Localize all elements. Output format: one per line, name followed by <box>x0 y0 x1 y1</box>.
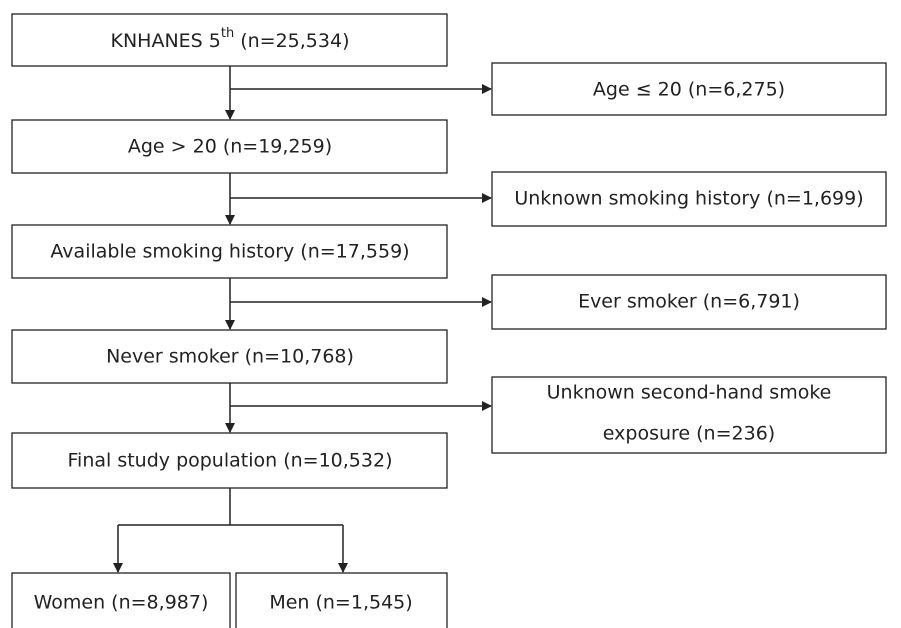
box-frame <box>11 432 448 489</box>
box-label: Women (n=8,987) <box>34 592 209 614</box>
box-frame <box>11 13 448 67</box>
box: Never smoker (n=10,768) <box>11 329 448 384</box>
box-frame <box>11 224 448 279</box>
box-label: Men (n=1,545) <box>269 592 412 614</box>
box: KNHANES 5th (n=25,534) <box>11 13 448 67</box>
box-label: exposure (n=236) <box>603 423 775 445</box>
box-label: Unknown smoking history (n=1,699) <box>514 188 863 210</box>
box-label: Age > 20 (n=19,259) <box>128 136 332 158</box>
label-text: (n=25,534) <box>240 30 349 52</box>
box: Age > 20 (n=19,259) <box>11 119 448 174</box>
box-frame <box>11 329 448 384</box>
box-frame <box>491 171 887 227</box>
connectors <box>113 66 492 573</box>
box-frame <box>11 119 448 174</box>
box: Men (n=1,545) <box>235 572 448 628</box>
box: Unknown second-hand smoke exposure (n=23… <box>491 376 887 454</box>
box-label: Unknown second-hand smoke <box>547 382 832 404</box>
box-label: Available smoking history (n=17,559) <box>50 241 409 263</box>
box-frame <box>491 62 887 116</box>
box: Age ≤ 20 (n=6,275) <box>491 62 887 116</box>
superscript: th <box>221 26 234 41</box>
box-label: Never smoker (n=10,768) <box>106 346 354 368</box>
box-label: Ever smoker (n=6,791) <box>578 291 800 313</box>
box-frame <box>491 376 887 454</box>
box: Unknown smoking history (n=1,699) <box>491 171 887 227</box>
box-label: Age ≤ 20 (n=6,275) <box>593 79 785 101</box>
box: Women (n=8,987) <box>11 572 231 628</box>
box: Available smoking history (n=17,559) <box>11 224 448 279</box>
box-frame <box>491 274 887 330</box>
box: Final study population (n=10,532) <box>11 432 448 489</box>
box-label: KNHANES 5th (n=25,534) <box>111 26 350 52</box>
label-text: KNHANES 5 <box>111 30 221 52</box>
box-label: Final study population (n=10,532) <box>68 450 393 472</box>
box-frame <box>235 572 448 628</box>
box-frame <box>11 572 231 628</box>
box: Ever smoker (n=6,791) <box>491 274 887 330</box>
